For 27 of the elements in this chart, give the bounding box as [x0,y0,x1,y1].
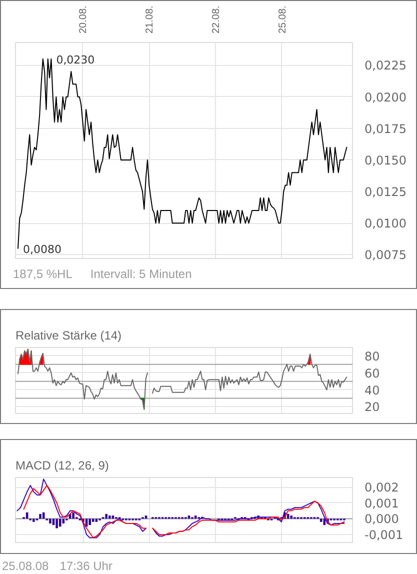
y-tick-label: 0,0225 [364,58,406,73]
x-tick-label: 25.08. [277,6,288,34]
text: 25.08.08 [2,559,49,573]
y-tick-label: 0,002 [364,480,399,495]
chart-title: Relative Stärke (14) [16,328,122,342]
y-tick-label: 0,0175 [364,122,406,136]
annotation: 0,0080 [22,242,62,256]
y-tick-label: 40 [364,383,380,398]
y-tick-label: -0,001 [364,528,404,542]
y-tick-label: 60 [364,366,380,380]
y-tick-label: 0,0100 [364,216,406,231]
y-tick-label: 0,0150 [364,153,406,168]
y-tick-label: 0,000 [364,512,399,526]
text: 17:36 Uhr [60,559,112,573]
text: 187,5 %HL [13,267,72,281]
y-tick-label: 80 [364,349,380,364]
y-tick-label: 0,0125 [364,185,406,200]
x-tick-label: 20.08. [78,6,90,34]
y-tick-label: 0,0075 [364,248,406,262]
text: Intervall: 5 Minuten [90,267,192,281]
x-tick-label: 22.08. [211,6,222,34]
chart-title: MACD (12, 26, 9) [16,458,109,472]
y-tick-label: 0,0200 [364,90,406,104]
x-tick-label: 21.08. [144,6,156,34]
y-tick-label: 0,001 [364,496,399,510]
y-tick-label: 20 [364,400,380,414]
annotation: 0,0230 [56,53,95,66]
